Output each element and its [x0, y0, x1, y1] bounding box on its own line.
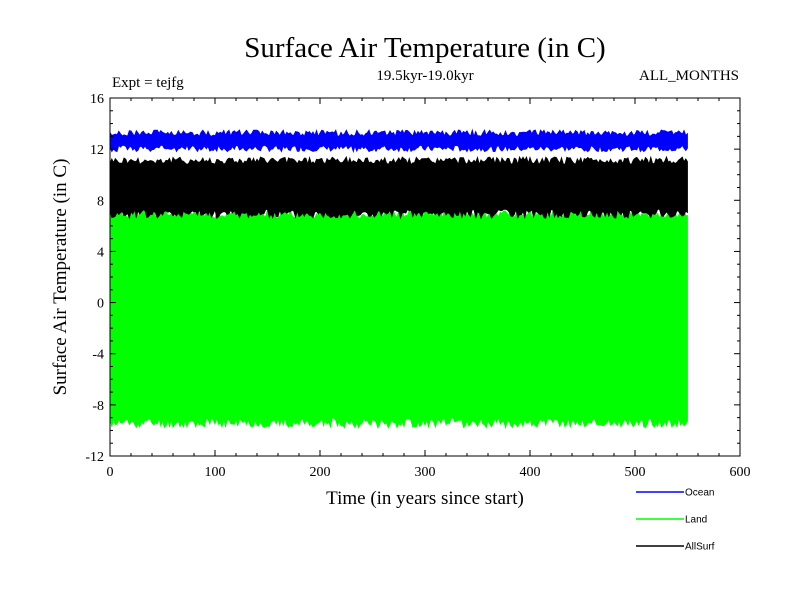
legend-label-land: Land	[685, 515, 707, 526]
x-axis-label: Time (in years since start)	[326, 488, 524, 509]
legend-label-allsurf: AllSurf	[685, 542, 715, 553]
y-tick-label: -12	[85, 450, 104, 465]
x-tick-label: 100	[205, 465, 226, 480]
chart-title: Surface Air Temperature (in C)	[244, 32, 605, 64]
x-tick-label: 0	[107, 465, 114, 480]
y-axis: -12 -8 -4 0 4 8 12 16	[85, 92, 740, 465]
y-tick-label: 16	[90, 92, 104, 107]
legend-label-ocean: Ocean	[685, 488, 714, 499]
x-tick-label: 300	[415, 465, 436, 480]
months-label: ALL_MONTHS	[639, 68, 739, 84]
y-tick-label: 0	[97, 297, 104, 312]
y-tick-label: 4	[97, 245, 104, 260]
series-band-ocean	[109, 128, 688, 153]
x-tick-label: 600	[730, 465, 751, 480]
series-band-land	[109, 207, 688, 430]
x-tick-label: 400	[520, 465, 541, 480]
legend: Ocean Land AllSurf	[636, 488, 715, 553]
y-tick-label: 8	[97, 194, 104, 209]
x-axis: 0 100 200 300 400 500 600	[107, 98, 751, 480]
y-tick-label: 12	[90, 143, 104, 158]
x-tick-label: 200	[310, 465, 331, 480]
chart-subtitle: 19.5kyr-19.0kyr	[376, 68, 473, 84]
plot-area	[109, 128, 688, 430]
y-tick-label: -8	[92, 399, 104, 414]
y-tick-label: -4	[92, 348, 104, 363]
y-axis-label: Surface Air Temperature (in C)	[50, 159, 71, 396]
experiment-label: Expt = tejfg	[112, 75, 184, 91]
series-band-allsurf	[109, 155, 688, 220]
x-tick-label: 500	[625, 465, 646, 480]
